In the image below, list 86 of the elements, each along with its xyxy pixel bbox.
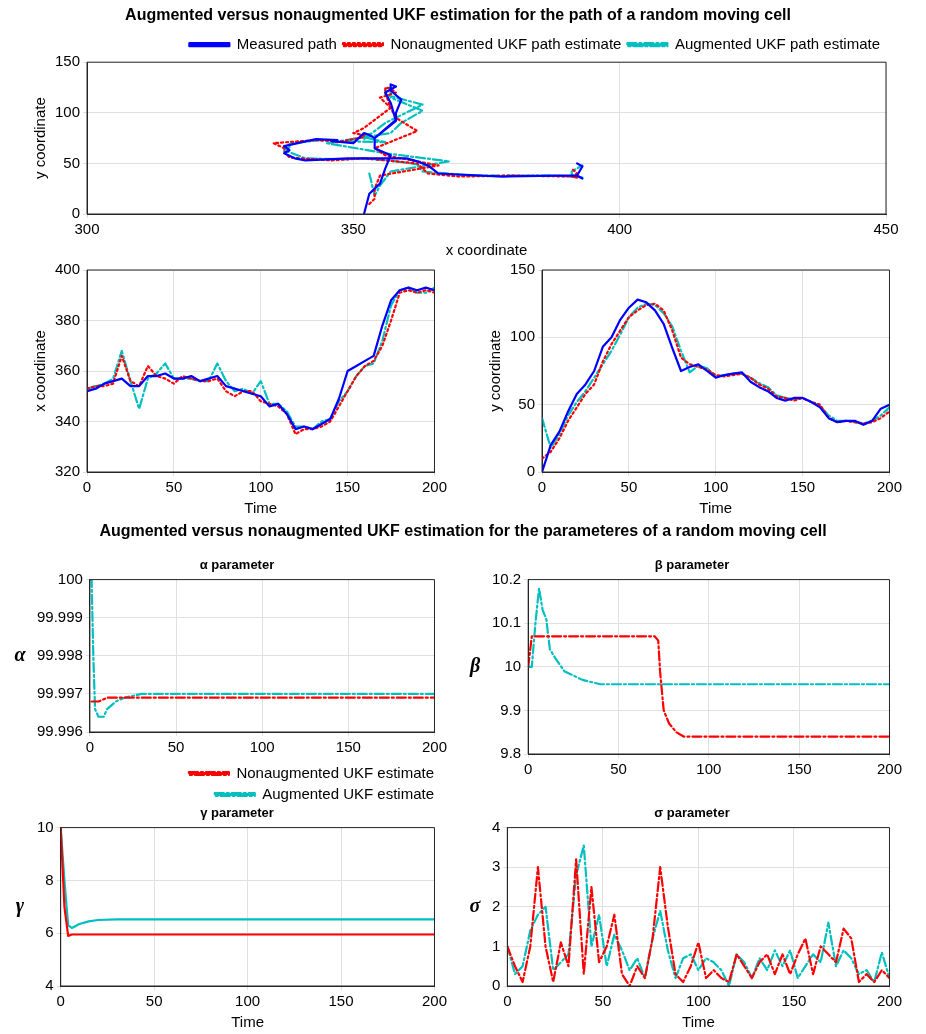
x-tick-label: 50 — [594, 992, 612, 1010]
y-axis-title: β — [468, 653, 481, 677]
y-tick-label: 100 — [55, 102, 81, 120]
x-axis-title: x coordinate — [445, 241, 528, 259]
x-tick-label: 100 — [685, 992, 711, 1010]
x-axis-title: Time — [244, 499, 278, 517]
y-tick-label: 150 — [55, 52, 81, 70]
x-axis-title: Time — [699, 499, 733, 517]
text: Augmented versus nonaugmented UKF estimation for the parameteres of a random moving cell — [98, 522, 828, 540]
x-tick-label: 150 — [335, 478, 361, 496]
y-tick-label: 0 — [492, 976, 501, 994]
x-tick-label: 100 — [249, 738, 275, 756]
x-tick-label: 50 — [620, 478, 638, 496]
x-axis-title: Time — [682, 1013, 715, 1031]
chart-title: γ parameter — [200, 805, 274, 821]
y-tick-label: 50 — [518, 394, 536, 412]
legend-label: Augmented UKF estimate — [262, 784, 434, 802]
y-tick-label: 150 — [510, 260, 536, 278]
x-tick-label: 100 — [235, 992, 261, 1010]
legend-label: Augmented UKF path estimate — [674, 34, 880, 52]
x-tick-label: 0 — [85, 738, 95, 756]
y-tick-label: 99.997 — [36, 684, 83, 702]
y-tick-label: 10 — [504, 656, 522, 674]
legend-label: Measured path — [236, 34, 337, 52]
y-tick-label: 10.2 — [491, 569, 522, 587]
y-tick-label: 9.8 — [500, 744, 522, 762]
legend-label: Nonaugmented UKF estimate — [236, 763, 435, 781]
y-tick-label: 0 — [71, 204, 81, 222]
y-axis-title: y coordinate — [31, 97, 49, 179]
x-tick-label: 200 — [421, 478, 447, 496]
y-tick-label: 6 — [45, 923, 54, 941]
x-tick-label: 100 — [248, 478, 274, 496]
line-series — [89, 579, 435, 718]
y-tick-label: 320 — [55, 462, 81, 480]
y-tick-label: 9.9 — [500, 700, 522, 718]
y-tick-label: 400 — [55, 260, 81, 278]
x-tick-label: 200 — [876, 760, 902, 778]
y-tick-label: 3 — [492, 857, 501, 875]
x-tick-label: 150 — [328, 992, 354, 1010]
x-tick-label: 150 — [786, 760, 812, 778]
y-tick-label: 8 — [45, 870, 54, 888]
x-tick-label: 450 — [873, 220, 899, 238]
x-tick-label: 50 — [165, 478, 183, 496]
y-tick-label: 99.996 — [36, 722, 83, 740]
y-tick-label: 360 — [55, 361, 81, 379]
x-tick-label: 350 — [340, 220, 366, 238]
y-tick-label: 340 — [55, 411, 81, 429]
x-tick-label: 150 — [790, 478, 816, 496]
x-tick-label: 0 — [537, 478, 547, 496]
y-axis-title: α — [14, 642, 27, 665]
y-tick-label: 4 — [492, 817, 501, 835]
x-tick-label: 300 — [74, 220, 100, 238]
y-axis-title: σ — [469, 893, 482, 916]
y-tick-label: 380 — [55, 310, 81, 328]
y-tick-label: 50 — [63, 153, 81, 171]
x-tick-label: 200 — [421, 738, 447, 756]
x-tick-label: 200 — [421, 992, 447, 1010]
x-tick-label: 50 — [167, 738, 185, 756]
chart-title: β parameter — [654, 557, 730, 573]
chart-title: α parameter — [199, 557, 275, 573]
y-axis-title: γ — [15, 893, 25, 917]
legend-label: Nonaugmented UKF path estimate — [390, 34, 622, 52]
y-tick-label: 99.998 — [36, 645, 83, 663]
x-tick-label: 50 — [145, 992, 163, 1010]
y-tick-label: 1 — [492, 936, 501, 954]
x-tick-label: 100 — [696, 760, 722, 778]
y-tick-label: 100 — [510, 327, 536, 345]
x-tick-label: 50 — [610, 760, 627, 778]
chart-title: σ parameter — [654, 805, 730, 821]
x-axis-title: Time — [231, 1013, 264, 1031]
x-tick-label: 200 — [876, 992, 902, 1010]
y-axis-title: x coordinate — [31, 330, 49, 412]
y-tick-label: 10 — [37, 817, 54, 835]
y-tick-label: 4 — [45, 976, 54, 994]
y-tick-label: 100 — [57, 569, 83, 587]
x-tick-label: 100 — [703, 478, 729, 496]
x-tick-label: 150 — [335, 738, 361, 756]
y-axis-title: y coordinate — [486, 330, 504, 412]
x-tick-label: 150 — [781, 992, 807, 1010]
x-tick-label: 400 — [607, 220, 633, 238]
y-tick-label: 10.1 — [491, 613, 522, 631]
chart-title: Augmented versus nonaugmented UKF estimation for the path of a random moving cell — [125, 6, 791, 24]
y-tick-label: 0 — [526, 462, 536, 480]
y-tick-label: 2 — [492, 896, 501, 914]
y-tick-label: 99.999 — [36, 607, 83, 625]
x-tick-label: 200 — [876, 478, 902, 496]
